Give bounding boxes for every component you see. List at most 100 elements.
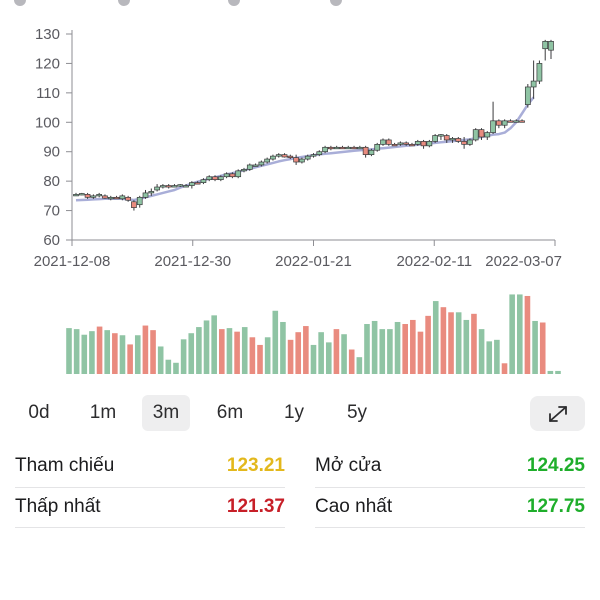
price-chart[interactable]: 60 70 80 90 100 110 120 130 2021-12-08 2021-12-3…: [0, 0, 600, 390]
candle: [536, 60, 543, 85]
candle-body: [310, 154, 317, 157]
candle-body: [356, 146, 363, 150]
x-tick-label: 2021-12-08: [34, 253, 111, 270]
candle-body: [194, 182, 201, 185]
timeframe-3m[interactable]: 3m: [142, 395, 190, 431]
volume-bar: [387, 329, 393, 374]
volume-bar: [325, 342, 332, 374]
candle-body: [246, 164, 253, 170]
y-tick-label: 90: [43, 144, 60, 161]
volume-bar: [356, 357, 363, 374]
candle-body: [548, 41, 554, 51]
timeframe-0d[interactable]: 0d: [28, 402, 50, 423]
candle-body: [264, 158, 271, 163]
candle: [136, 195, 143, 208]
candle-body: [102, 195, 108, 199]
candle-body: [270, 155, 276, 160]
candle: [443, 134, 450, 143]
candle-body: [385, 139, 392, 145]
x-tick-label: 2022-03-07: [485, 253, 562, 270]
volume-bar: [81, 334, 88, 374]
expand-button[interactable]: [530, 396, 585, 431]
candle: [438, 134, 444, 140]
candle-body: [501, 120, 508, 126]
volume-bar: [127, 344, 133, 374]
candle: [345, 145, 352, 150]
x-tick-label: 2022-01-21: [275, 253, 352, 270]
timeframe-1m[interactable]: 1m: [89, 402, 117, 423]
stat-open-label: Mở cửa: [315, 455, 382, 476]
candle-body: [304, 155, 311, 160]
candle-body: [316, 151, 323, 156]
candle: [356, 145, 363, 150]
candle-body: [131, 201, 137, 208]
candle-body: [478, 129, 485, 138]
volume-bar: [532, 320, 538, 374]
volume-bar: [287, 339, 294, 374]
volume-bar: [112, 333, 118, 374]
stat-open-value: 124.25: [526, 455, 585, 476]
candle: [461, 137, 467, 149]
divider: [15, 527, 285, 528]
candle-body: [189, 182, 195, 186]
candle: [212, 175, 218, 182]
candles-layer: [73, 39, 554, 211]
candle: [426, 139, 433, 148]
x-tick-label: 2022-02-11: [396, 253, 472, 270]
average-line-layer: [75, 96, 535, 202]
candle: [229, 172, 236, 179]
candle: [507, 119, 514, 123]
divider: [15, 487, 285, 488]
legend-dot-icon: [228, 0, 240, 6]
candle: [478, 128, 485, 140]
candle: [299, 157, 305, 164]
stat-high: Cao nhất 127.75: [315, 487, 585, 527]
volume-bar: [486, 341, 493, 374]
volume-bar: [379, 329, 386, 374]
candle-body: [513, 120, 520, 123]
candle: [449, 137, 456, 143]
candle-body: [183, 185, 189, 188]
candle: [501, 119, 508, 129]
stat-low: Thấp nhất 121.37: [15, 487, 285, 527]
volume-bar: [134, 335, 141, 374]
candle-body: [258, 161, 265, 166]
volume-bar: [516, 294, 523, 374]
volume-bar: [539, 322, 546, 374]
candle: [142, 189, 149, 199]
candle: [432, 134, 438, 143]
timeframe-1y[interactable]: 1y: [283, 402, 305, 423]
candle: [200, 178, 207, 185]
candle: [177, 184, 184, 188]
candle: [217, 175, 224, 182]
volume-bar: [165, 359, 172, 374]
timeframe-5y[interactable]: 5y: [346, 402, 368, 423]
candle: [490, 101, 496, 135]
candle-body: [426, 141, 433, 147]
candle-body: [160, 185, 166, 188]
candle-body: [467, 139, 473, 145]
volume-bar: [241, 327, 248, 374]
candle: [409, 142, 415, 147]
candle-body: [107, 196, 114, 200]
candle-body: [275, 154, 282, 157]
candle-body: [524, 86, 531, 105]
candle: [264, 157, 271, 164]
y-tick-label: 60: [43, 232, 60, 249]
volume-bar: [440, 307, 447, 374]
candle-body: [339, 146, 346, 150]
candle: [102, 194, 108, 199]
volume-bar: [310, 344, 317, 374]
candle: [542, 39, 549, 61]
candle: [252, 163, 259, 167]
volume-bar: [203, 320, 210, 374]
stat-reference-value: 123.21: [226, 455, 285, 476]
timeframe-6m[interactable]: 6m: [216, 402, 244, 423]
candle-body: [148, 191, 155, 194]
candle: [160, 184, 166, 189]
candle-body: [461, 141, 467, 145]
candle-body: [536, 63, 543, 82]
candle: [125, 195, 131, 202]
volume-bar: [348, 349, 355, 374]
candle: [73, 192, 79, 197]
